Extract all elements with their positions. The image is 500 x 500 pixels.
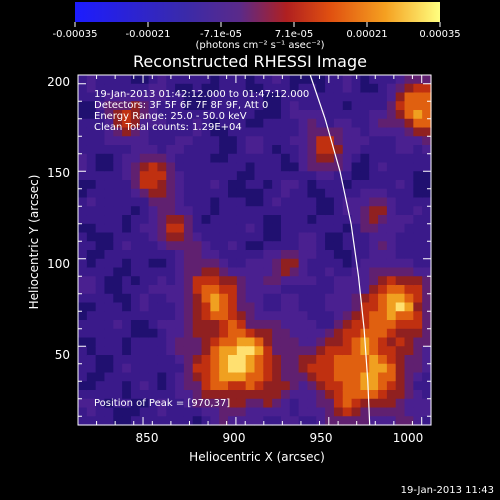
x-tick-label: 950 [309,431,333,445]
timestamp-footer: 19-Jan-2013 11:43 [400,485,494,496]
colorbar-tick-label: 0.00021 [346,29,388,40]
x-tick-label: 900 [222,431,246,445]
colorbar [75,2,440,22]
annotation-peak-position: Position of Peak = [970,37] [94,398,231,409]
colorbar-tick-label: -0.00035 [52,29,98,40]
y-tick-label: 50 [54,348,70,362]
y-tick-label: 100 [47,257,70,271]
solar-limb-line [309,74,371,426]
colorbar-tick-label: -7.1e-05 [200,29,242,40]
x-axis-label: Heliocentric X (arcsec) [189,450,325,464]
chart-title: Reconstructed RHESSI Image [133,52,367,71]
colorbar-tick-label: 0.00035 [419,29,461,40]
colorbar-unit-label: (photons cm⁻² s⁻¹ asec⁻²) [195,40,325,51]
x-tick-label: 850 [135,431,159,445]
plot-frame [77,74,432,426]
x-tick-label: 1000 [392,431,424,445]
heatmap-cells [78,75,432,426]
annotation-energy-range: Energy Range: 25.0 - 50.0 keV [94,111,247,122]
y-axis-label: Heliocentric Y (arcsec) [27,174,41,310]
y-tick-label: 150 [47,166,70,180]
y-tick-label: 200 [47,75,70,89]
annotation-detectors: Detectors: 3F 5F 6F 7F 8F 9F, Att 0 [94,100,269,111]
colorbar-tick-label: 7.1e-05 [274,29,314,40]
annotation-time-range: 19-Jan-2013 01:42:12.000 to 01:47:12.000 [94,89,310,100]
colorbar-tick-label: -0.00021 [125,29,171,40]
annotation-clean-counts: Clean Total counts: 1.29E+04 [94,122,242,133]
